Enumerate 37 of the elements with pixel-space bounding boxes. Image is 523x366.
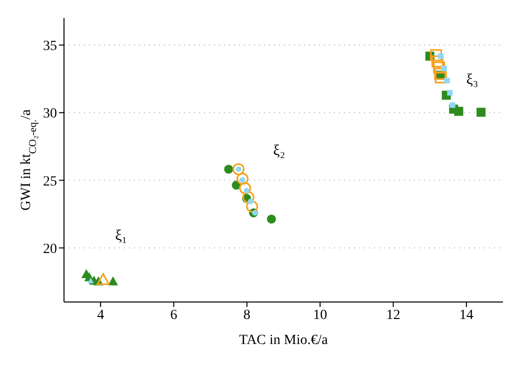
- annotation: ξ₃: [466, 72, 478, 88]
- point: [224, 164, 234, 174]
- point: [266, 214, 276, 224]
- annotation: ξ₂: [273, 142, 286, 159]
- point: [246, 200, 258, 213]
- point: [430, 49, 442, 62]
- point: [447, 90, 453, 96]
- point: [476, 108, 486, 117]
- y-tick-label: 30: [43, 106, 57, 122]
- point: [434, 68, 446, 80]
- x-axis-title: TAC in Mio.€/a: [239, 333, 329, 348]
- x-tick-label: 8: [243, 308, 250, 323]
- point: [236, 172, 249, 185]
- point: [441, 66, 447, 72]
- point: [248, 198, 254, 204]
- x-tick-label: 4: [97, 308, 104, 323]
- point: [88, 278, 94, 284]
- point: [108, 276, 118, 286]
- point: [434, 71, 447, 84]
- point: [242, 191, 254, 204]
- point: [239, 182, 252, 194]
- y-tick-label: 25: [43, 174, 57, 190]
- point: [450, 102, 456, 108]
- y-tick-label: 35: [43, 39, 57, 54]
- point: [444, 78, 450, 84]
- point: [432, 55, 444, 68]
- point: [96, 273, 110, 286]
- point: [432, 61, 445, 74]
- point: [232, 163, 245, 176]
- annotation: ξ₁: [115, 228, 128, 244]
- x-tick-label: 10: [313, 308, 328, 323]
- x-tick-label: 14: [459, 308, 474, 323]
- point: [438, 53, 444, 59]
- x-tick-label: 6: [170, 308, 178, 323]
- y-tick-label: 20: [43, 242, 57, 257]
- point: [454, 106, 464, 116]
- x-tick-label: 12: [386, 308, 400, 323]
